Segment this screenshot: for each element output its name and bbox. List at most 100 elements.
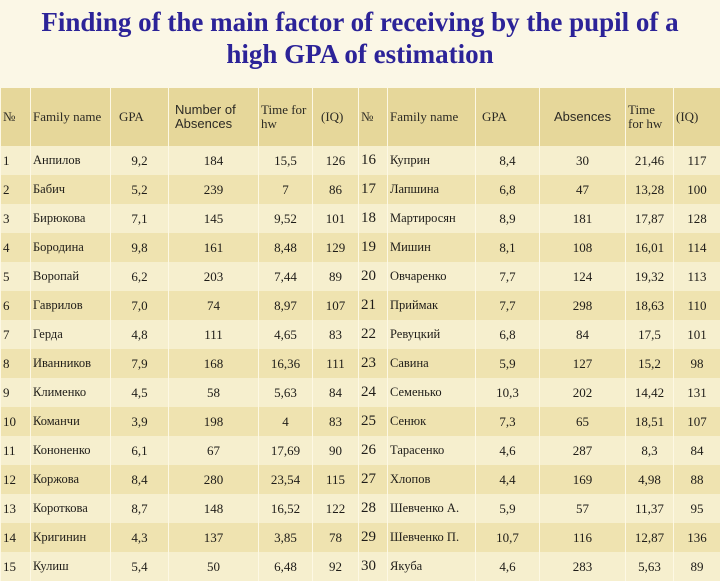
iq-value: 110 [674,291,720,320]
absences-value: 184 [169,146,259,175]
time-for-hw-value: 7 [259,175,313,204]
absences-value: 202 [540,378,626,407]
iq-value: 92 [313,552,359,581]
gpa-value: 6,1 [111,436,169,465]
iq-value: 89 [674,552,720,581]
gpa-value: 7,1 [111,204,169,233]
family-name: Мишин [388,233,476,262]
col-header: Family name [388,88,476,146]
iq-value: 114 [674,233,720,262]
family-name: Герда [31,320,111,349]
absences-value: 169 [540,465,626,494]
gpa-value: 9,2 [111,146,169,175]
row-number: 1 [1,146,31,175]
gpa-value: 6,8 [476,175,540,204]
row-number: 5 [1,262,31,291]
absences-value: 137 [169,523,259,552]
absences-value: 287 [540,436,626,465]
time-for-hw-value: 18,51 [626,407,674,436]
row-number: 2 [1,175,31,204]
time-for-hw-value: 4,98 [626,465,674,494]
time-for-hw-value: 15,5 [259,146,313,175]
family-name: Лапшина [388,175,476,204]
time-for-hw-value: 17,5 [626,320,674,349]
iq-value: 122 [313,494,359,523]
row-number: 24 [359,378,388,407]
gpa-value: 9,8 [111,233,169,262]
time-for-hw-value: 21,46 [626,146,674,175]
col-header: Time for hw [626,88,674,146]
absences-value: 148 [169,494,259,523]
row-number: 7 [1,320,31,349]
iq-value: 95 [674,494,720,523]
header-row: № Family name GPA Number of Absences Tim… [1,88,720,146]
row-number: 8 [1,349,31,378]
gpa-value: 4,6 [476,436,540,465]
iq-value: 100 [674,175,720,204]
iq-value: 86 [313,175,359,204]
gpa-value: 4,8 [111,320,169,349]
gpa-value: 5,4 [111,552,169,581]
iq-value: 107 [674,407,720,436]
iq-value: 88 [674,465,720,494]
iq-value: 126 [313,146,359,175]
col-header: Number of Absences [169,88,259,146]
gpa-value: 7,9 [111,349,169,378]
time-for-hw-value: 9,52 [259,204,313,233]
row-number: 18 [359,204,388,233]
time-for-hw-value: 11,37 [626,494,674,523]
absences-value: 181 [540,204,626,233]
row-number: 13 [1,494,31,523]
row-number: 14 [1,523,31,552]
absences-value: 65 [540,407,626,436]
family-name: Бородина [31,233,111,262]
time-for-hw-value: 3,85 [259,523,313,552]
time-for-hw-value: 17,69 [259,436,313,465]
absences-value: 283 [540,552,626,581]
absences-value: 50 [169,552,259,581]
family-name: Якуба [388,552,476,581]
time-for-hw-value: 5,63 [259,378,313,407]
gpa-value: 10,7 [476,523,540,552]
gpa-value: 7,7 [476,291,540,320]
time-for-hw-value: 12,87 [626,523,674,552]
row-number: 15 [1,552,31,581]
time-for-hw-value: 5,63 [626,552,674,581]
family-name: Анпилов [31,146,111,175]
row-number: 26 [359,436,388,465]
gpa-value: 6,2 [111,262,169,291]
family-name: Кулиш [31,552,111,581]
absences-value: 198 [169,407,259,436]
time-for-hw-value: 14,42 [626,378,674,407]
absences-value: 280 [169,465,259,494]
iq-value: 111 [313,349,359,378]
family-name: Тарасенко [388,436,476,465]
family-name: Куприн [388,146,476,175]
row-number: 27 [359,465,388,494]
family-name: Шевченко А. [388,494,476,523]
absences-value: 57 [540,494,626,523]
time-for-hw-value: 19,32 [626,262,674,291]
row-number: 11 [1,436,31,465]
family-name: Воропай [31,262,111,291]
title-line-1: Finding of the main factor of receiving … [0,6,720,38]
row-number: 12 [1,465,31,494]
family-name: Коржова [31,465,111,494]
gpa-value: 4,6 [476,552,540,581]
time-for-hw-value: 4,65 [259,320,313,349]
family-name: Кононенко [31,436,111,465]
family-name: Кригинин [31,523,111,552]
time-for-hw-value: 6,48 [259,552,313,581]
absences-value: 47 [540,175,626,204]
time-for-hw-value: 23,54 [259,465,313,494]
iq-value: 129 [313,233,359,262]
row-number: 6 [1,291,31,320]
absences-value: 161 [169,233,259,262]
